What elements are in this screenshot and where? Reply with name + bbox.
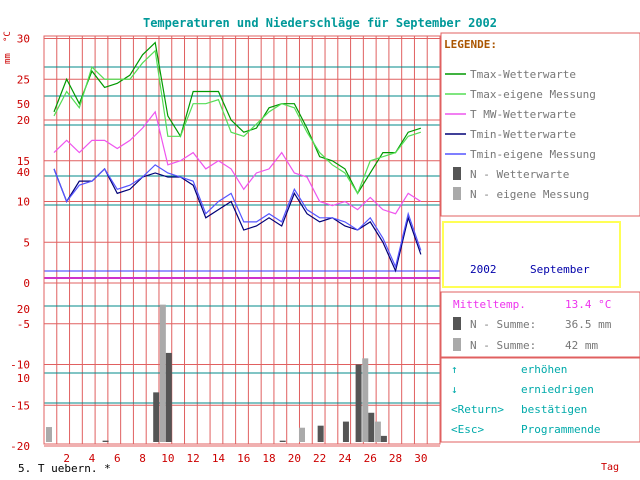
legend-label: N - eigene Messung xyxy=(470,188,589,201)
period-month: September xyxy=(530,263,590,276)
control-action: erniedrigen xyxy=(521,383,594,396)
day-tick-label: 20 xyxy=(288,452,301,465)
precip-bar-station xyxy=(368,412,375,442)
vertical-grid xyxy=(43,36,441,444)
precip-bar-own xyxy=(46,427,52,442)
control-key: <Esc> xyxy=(451,423,484,436)
control-key: ↓ xyxy=(451,383,458,396)
x-unit-label: Tag xyxy=(601,462,619,473)
temp-tick-label: 30 xyxy=(17,33,30,46)
horizontal-grid xyxy=(43,35,441,447)
precip-bar-station xyxy=(102,440,109,442)
control-action: Programmende xyxy=(521,423,600,436)
precip-unit-label: mm xyxy=(3,53,13,64)
sum1-label: N - Summe: xyxy=(470,318,536,331)
precip-bar-own xyxy=(299,427,305,442)
precip-bar-own xyxy=(362,358,369,442)
precip-tick-label: 10 xyxy=(17,372,30,385)
temp-tick-label: -20 xyxy=(10,440,30,453)
mean-temp-value: 13.4 °C xyxy=(565,298,611,311)
sum2-label: N - Summe: xyxy=(470,339,536,352)
legend-label: Tmax-Wetterwarte xyxy=(470,68,576,81)
legend-label: N - Wetterwarte xyxy=(470,168,569,181)
precip-tick-label: 40 xyxy=(17,166,30,179)
series-line-4 xyxy=(53,167,422,273)
temp-tick-label: 25 xyxy=(17,73,30,86)
control-action: bestätigen xyxy=(521,403,587,416)
temp-unit-label: °C xyxy=(3,31,13,42)
day-tick-labels: 2 4 6 8 10 12 14 16 18 20 22 24 26 28 30 xyxy=(63,452,427,465)
day-tick-label: 8 xyxy=(139,452,146,465)
temp-tick-label: -15 xyxy=(10,399,30,412)
day-tick-label: 18 xyxy=(262,452,275,465)
precip-bar-station xyxy=(153,392,160,442)
temperature-lines xyxy=(53,41,422,273)
legend-label: T MW-Wetterwarte xyxy=(470,108,576,121)
temp-tick-label: 10 xyxy=(17,196,30,209)
day-tick-label: 16 xyxy=(237,452,250,465)
precip-bar-station xyxy=(317,425,324,442)
sum2-swatch xyxy=(453,338,461,351)
precip-tick-label: 20 xyxy=(17,303,30,316)
precip-tick-label: 50 xyxy=(17,98,30,111)
series-line-3 xyxy=(53,110,422,215)
temp-tick-label: -5 xyxy=(17,318,30,331)
day-tick-label: 12 xyxy=(187,452,200,465)
precip-bar-station xyxy=(279,440,286,442)
legend-panel xyxy=(440,32,640,217)
mean-temp-label: Mitteltemp. xyxy=(453,298,526,311)
day-tick-label: 24 xyxy=(338,452,352,465)
temp-tick-label: 20 xyxy=(17,114,30,127)
sum1-swatch xyxy=(453,317,461,330)
legend-swatch-bar xyxy=(453,167,461,180)
series-line-1 xyxy=(53,41,422,195)
precip-bar-station xyxy=(380,435,387,442)
day-tick-label: 14 xyxy=(212,452,226,465)
control-key: ↑ xyxy=(451,363,458,376)
legend-items: Tmax-Wetterwarte Tmax-eigene Messung T MW-… xyxy=(445,68,596,201)
legend-label: Tmax-eigene Messung xyxy=(470,88,596,101)
series-line-5 xyxy=(53,164,422,269)
series-line-2 xyxy=(53,49,422,195)
day-tick-label: 30 xyxy=(414,452,427,465)
period-box xyxy=(442,221,621,288)
precip-bar-station xyxy=(165,352,172,442)
legend-label: Tmin-eigene Messung xyxy=(470,148,596,161)
sum1-value: 36.5 mm xyxy=(565,318,612,331)
precip-bar-own xyxy=(159,304,166,442)
legend-swatch-bar xyxy=(453,187,461,200)
plot-frame xyxy=(43,35,441,445)
temp-tick-label: 15 xyxy=(17,155,30,168)
day-tick-label: 28 xyxy=(389,452,402,465)
precip-bar-station xyxy=(355,364,362,442)
legend-heading: LEGENDE: xyxy=(444,38,497,51)
temp-tick-label: 5 xyxy=(23,236,30,249)
control-action: erhöhen xyxy=(521,363,567,376)
chart-title: Temperaturen und Niederschläge für Septe… xyxy=(143,16,497,30)
sum2-value: 42 mm xyxy=(565,339,598,352)
controls-panel xyxy=(440,357,640,443)
temp-tick-label: -10 xyxy=(10,359,30,372)
day-tick-label: 10 xyxy=(161,452,174,465)
temp-tick-label: 0 xyxy=(23,277,30,290)
control-key: <Return> xyxy=(451,403,504,416)
legend-label: Tmin-Wetterwarte xyxy=(470,128,576,141)
keyboard-controls: ↑ erhöhen ↓ erniedrigen <Return> bestätigen <E… xyxy=(451,363,600,436)
day-tick-label: 4 xyxy=(89,452,96,465)
stats-panel xyxy=(440,291,640,358)
precip-bar-station xyxy=(342,421,349,442)
day-tick-label: 22 xyxy=(313,452,326,465)
day-tick-label: 26 xyxy=(364,452,377,465)
precip-bar-own xyxy=(374,421,381,442)
precipitation-bars xyxy=(46,304,387,442)
day-tick-label: 6 xyxy=(114,452,121,465)
period-year: 2002 xyxy=(470,263,497,276)
day-tick-label: 2 xyxy=(63,452,70,465)
status-line: 5. T uebern. * xyxy=(18,462,111,475)
